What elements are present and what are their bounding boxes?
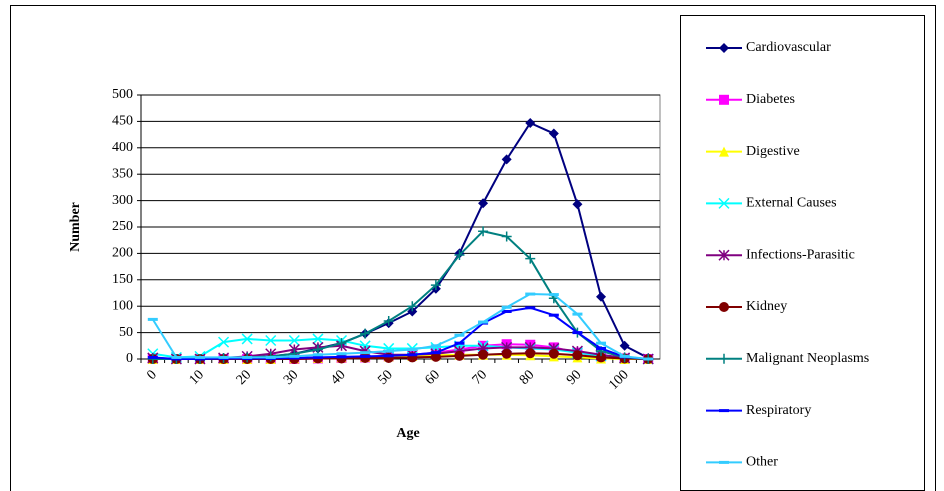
y-tick-label: 500	[112, 87, 133, 102]
marker	[336, 338, 347, 349]
marker	[265, 334, 277, 347]
legend-label: Diabetes	[746, 92, 795, 107]
legend-marker	[719, 146, 729, 157]
legend-marker	[718, 249, 730, 261]
x-axis-label: Age	[396, 426, 419, 441]
legend-label: Digestive	[746, 144, 800, 159]
y-tick-label: 400	[112, 140, 133, 155]
y-tick-label: 50	[119, 325, 133, 340]
series-line	[151, 293, 649, 360]
marker	[548, 128, 559, 139]
marker	[572, 350, 583, 361]
marker	[147, 354, 158, 364]
marker	[383, 315, 394, 326]
y-tick-label: 250	[112, 219, 133, 234]
marker	[525, 253, 536, 264]
marker	[501, 154, 512, 165]
marker	[312, 344, 323, 355]
series-line	[152, 306, 649, 360]
marker	[218, 336, 230, 348]
marker	[548, 348, 559, 359]
legend-marker	[719, 353, 729, 364]
marker	[572, 199, 583, 210]
y-tick-label: 300	[112, 193, 133, 208]
marker	[596, 291, 607, 302]
marker	[288, 334, 300, 347]
series	[147, 292, 654, 361]
legend-marker	[719, 43, 729, 53]
y-axis-label: Number	[68, 202, 83, 252]
series-line	[152, 337, 649, 360]
marker	[407, 306, 418, 317]
marker	[478, 198, 489, 209]
y-tick-label: 200	[112, 246, 133, 261]
y-tick-label: 0	[126, 351, 133, 366]
marker	[478, 349, 489, 360]
legend-label: Respiratory	[746, 403, 811, 418]
marker	[454, 249, 465, 260]
y-tick-label: 100	[112, 298, 133, 313]
legend-label: Infections-Parasitic	[746, 247, 855, 262]
legend-label: Malignant Neoplasms	[746, 351, 869, 366]
legend-label: Other	[746, 455, 778, 470]
marker	[241, 333, 253, 345]
marker	[454, 350, 465, 361]
legend-label: External Causes	[746, 196, 837, 211]
marker	[430, 351, 441, 362]
marker	[501, 348, 512, 359]
marker	[360, 328, 371, 339]
marker	[430, 280, 441, 291]
legend-marker	[718, 197, 730, 209]
marker	[360, 352, 371, 363]
y-tick-label: 450	[112, 114, 133, 129]
marker	[501, 231, 512, 242]
legend-label: Kidney	[746, 299, 787, 314]
legend-marker	[719, 302, 729, 312]
marker	[478, 226, 489, 237]
marker	[596, 352, 607, 363]
marker	[312, 333, 324, 345]
legend-label: Cardiovascular	[746, 40, 831, 55]
y-tick-label: 350	[112, 166, 133, 181]
y-tick-label: 150	[112, 272, 133, 287]
legend-marker	[719, 94, 729, 105]
marker	[407, 301, 418, 312]
marker	[525, 348, 536, 359]
marker	[525, 117, 536, 128]
marker	[359, 340, 371, 352]
marker	[619, 340, 630, 351]
